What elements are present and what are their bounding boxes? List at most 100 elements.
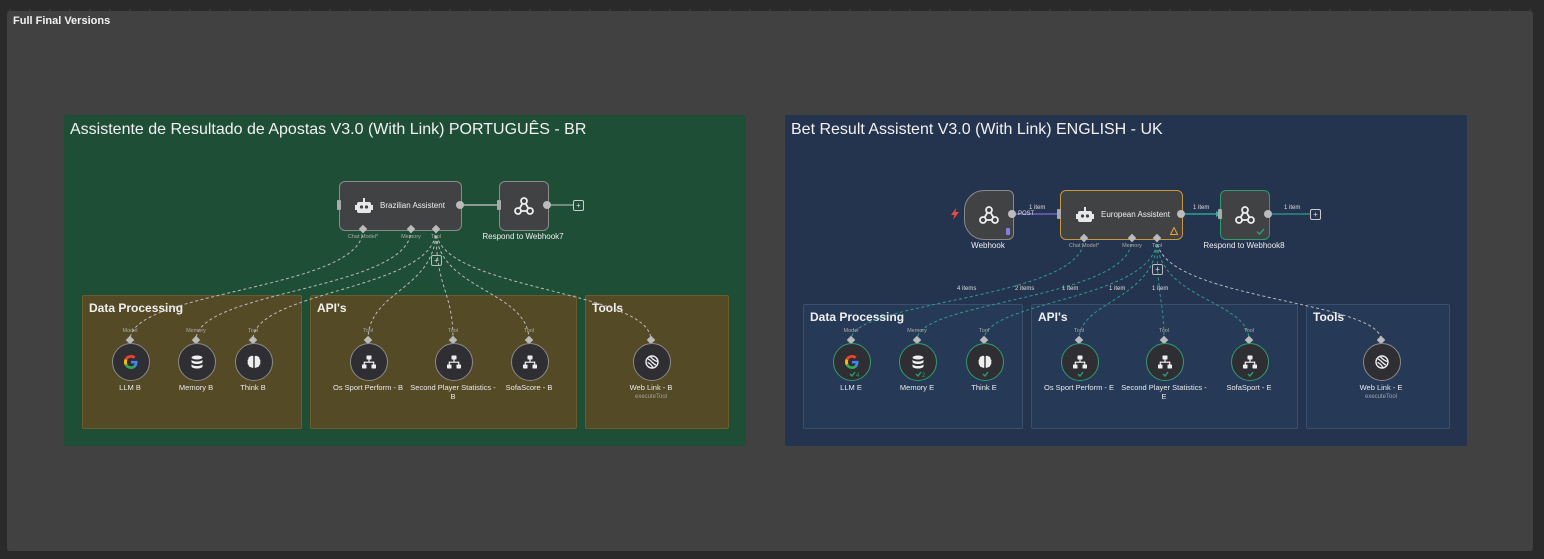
br-node-sublabel: executeTool xyxy=(634,394,668,400)
br-node-label: Think B xyxy=(240,383,266,392)
uk-agent-input-port[interactable] xyxy=(1057,209,1061,219)
br-node-circle[interactable] xyxy=(511,343,549,381)
br-node-circle[interactable] xyxy=(435,343,473,381)
brain-icon xyxy=(246,354,262,370)
uk-agent-node[interactable]: European Assistent xyxy=(1060,190,1183,240)
uk-edge-items-api1: 1 item xyxy=(1062,286,1079,292)
uk-add-node-button[interactable]: + xyxy=(1310,209,1321,220)
br-add-node-button[interactable]: + xyxy=(573,200,584,211)
uk-port-memory: Memory xyxy=(1122,243,1142,249)
uk-respond-output-port[interactable] xyxy=(1264,210,1272,218)
network-icon xyxy=(522,354,538,370)
br-agent-label: Brazilian Assistent xyxy=(380,201,445,210)
br-data-processing-title: Data Processing xyxy=(89,301,184,315)
br-respond-input-port[interactable] xyxy=(497,200,501,210)
network-icon xyxy=(1072,354,1088,370)
br-node-label: Second Player Statistics - B xyxy=(410,383,496,401)
uk-webhook-pin xyxy=(1006,228,1010,235)
br-node-port-label: Memory xyxy=(186,328,206,334)
database-icon xyxy=(910,354,926,370)
uk-edge-items-api2: 1 item xyxy=(1109,286,1126,292)
br-wire-link xyxy=(435,229,652,341)
uk-node-port-label: Tool xyxy=(978,328,990,334)
br-wire-api1 xyxy=(367,229,437,341)
br-node-label: Web Link - B xyxy=(629,383,673,392)
uk-node-circle[interactable] xyxy=(1231,343,1269,381)
br-agent-node[interactable]: Brazilian Assistent xyxy=(339,181,462,231)
network-icon xyxy=(361,354,377,370)
robot-icon xyxy=(355,198,373,213)
uk-respond-node[interactable] xyxy=(1220,190,1270,240)
uk-node-circle[interactable] xyxy=(1146,343,1184,381)
uk-node-sublabel: executeTool xyxy=(1364,394,1398,400)
br-node-port-label: Tool xyxy=(247,328,259,334)
uk-node-label: Web Link - E xyxy=(1359,383,1403,392)
uk-wire-link xyxy=(1156,238,1382,341)
uk-node-label: Second Player Statistics - E xyxy=(1121,383,1207,401)
br-port-tool: Tool xyxy=(430,234,442,240)
uk-node-label: LLM E xyxy=(840,383,862,392)
br-node-circle[interactable] xyxy=(112,343,150,381)
uk-tools-title: Tools xyxy=(1313,310,1345,324)
uk-node-label: Think E xyxy=(971,383,997,392)
network-icon xyxy=(1157,354,1173,370)
br-node-port-label: Tool xyxy=(362,328,374,334)
uk-node-circle[interactable] xyxy=(1363,343,1401,381)
br-node-circle[interactable] xyxy=(235,343,273,381)
network-icon xyxy=(446,354,462,370)
br-wire-api3 xyxy=(435,229,530,341)
br-port-chat-model: Chat Model* xyxy=(347,234,379,240)
br-agent-input-port[interactable] xyxy=(337,200,341,210)
uk-wire-think xyxy=(983,238,1158,341)
br-group-title: Assistente de Resultado de Apostas V3.0 … xyxy=(70,121,587,138)
br-node-label: LLM B xyxy=(119,383,141,392)
uk-edge-items-llm: 4 items xyxy=(957,286,977,292)
uk-webhook-label: Webhook xyxy=(971,241,1005,250)
uk-node-circle[interactable] xyxy=(966,343,1004,381)
uk-node-circle[interactable] xyxy=(1061,343,1099,381)
uk-node-label: Memory E xyxy=(899,383,935,392)
br-node-label: Os Sport Perform - B xyxy=(332,383,404,392)
uk-node-circle[interactable]: 4 xyxy=(833,343,871,381)
br-node-circle[interactable] xyxy=(178,343,216,381)
google-icon xyxy=(123,354,139,370)
br-wire-model xyxy=(129,229,364,341)
uk-agent-items-out: 1 item xyxy=(1193,205,1210,211)
uk-add-tool-button[interactable]: + xyxy=(1152,264,1163,275)
uk-node-circle[interactable]: 2 xyxy=(899,343,937,381)
webhook-icon xyxy=(1235,206,1255,224)
check-icon xyxy=(1256,228,1265,235)
uk-respond-input-port[interactable] xyxy=(1218,209,1222,219)
br-agent-output-port[interactable] xyxy=(456,201,464,209)
uk-node-run-count: 4 xyxy=(856,373,860,379)
br-add-tool-button[interactable]: + xyxy=(431,255,442,266)
uk-node-port-label: Memory xyxy=(907,328,927,334)
uk-node-label: Os Sport Perform - E xyxy=(1043,383,1115,392)
uk-node-port-label: Tool xyxy=(1243,328,1255,334)
uk-wire-api3 xyxy=(1156,238,1250,341)
uk-webhook-output-port[interactable] xyxy=(1008,210,1016,218)
uk-wire-api1 xyxy=(1078,238,1158,341)
br-respond-output-port[interactable] xyxy=(543,201,551,209)
network-icon xyxy=(1242,354,1258,370)
uk-node-port-label: Tool xyxy=(1073,328,1085,334)
br-node-circle[interactable] xyxy=(350,343,388,381)
br-node-circle[interactable] xyxy=(633,343,671,381)
br-respond-node[interactable] xyxy=(499,181,549,231)
br-wire-api2 xyxy=(435,229,454,341)
br-node-port-label: Model xyxy=(122,328,138,334)
uk-respond-items-out: 1 item xyxy=(1284,205,1301,211)
br-respond-label: Respond to Webhook7 xyxy=(482,232,564,241)
uk-agent-output-port[interactable] xyxy=(1177,210,1185,218)
br-node-label: Memory B xyxy=(178,383,214,392)
uk-wire-model xyxy=(850,238,1085,341)
br-wire-memory xyxy=(195,229,412,341)
uk-webhook-node[interactable] xyxy=(964,190,1014,240)
uk-webhook-items: 1 item xyxy=(1029,205,1046,211)
uk-node-label: SofaSport - E xyxy=(1226,383,1272,392)
link-icon xyxy=(1374,354,1390,370)
uk-port-chat-model: Chat Model* xyxy=(1068,243,1100,249)
uk-apis-title: API's xyxy=(1038,310,1068,324)
uk-port-tool: Tool xyxy=(1151,243,1163,249)
